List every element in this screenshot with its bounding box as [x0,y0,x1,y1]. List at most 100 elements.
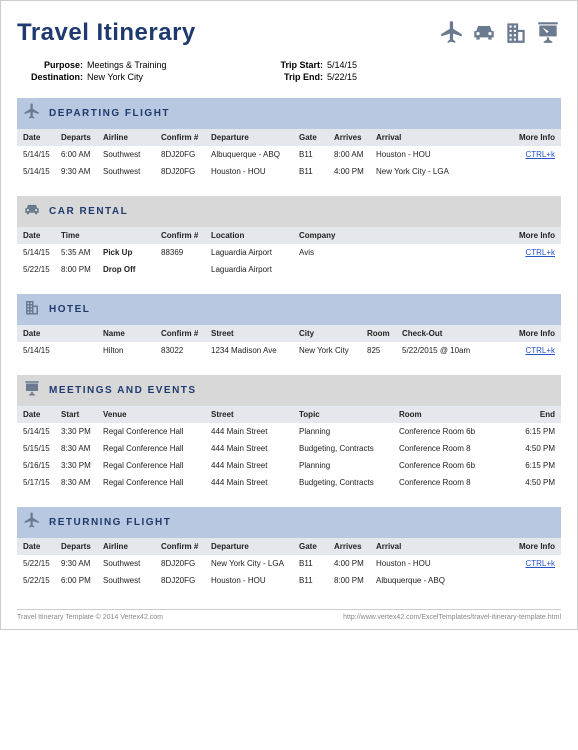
col: Gate [299,542,334,551]
cell: 444 Main Street [211,461,299,470]
col: Arrives [334,542,376,551]
section-title: CAR RENTAL [49,206,128,217]
trip-start-value: 5/14/15 [327,60,357,70]
cell: Planning [299,427,399,436]
plane-icon [439,19,465,50]
cell [299,265,474,274]
trip-start-label: Trip Start: [267,60,327,70]
section-header: MEETINGS AND EVENTS [17,375,561,406]
col: Name [103,329,161,338]
col: Departure [211,133,299,142]
footer-left: Travel Itinerary Template © 2014 Vertex4… [17,614,163,621]
col: Airline [103,542,161,551]
section-title: DEPARTING FLIGHT [49,108,170,119]
col: Date [23,231,61,240]
purpose-label: Purpose: [17,60,87,70]
more-info-link[interactable] [476,576,555,585]
section-title: HOTEL [49,304,90,315]
cell: Albuquerque - ABQ [211,150,299,159]
cell: Conference Room 8 [399,478,509,487]
cell: Conference Room 6b [399,427,509,436]
cell: Houston - HOU [376,150,476,159]
more-info-link[interactable] [476,167,555,176]
cell: Southwest [103,150,161,159]
cell: 825 [367,346,402,355]
col: City [299,329,367,338]
table-row: 5/14/15 5:35 AM Pick Up 88369 Laguardia … [17,244,561,261]
section-header: RETURNING FLIGHT [17,507,561,538]
section-title: RETURNING FLIGHT [49,517,171,528]
col: Departs [61,133,103,142]
presentation-icon [535,19,561,50]
cell: 9:30 AM [61,559,103,568]
cell: Avis [299,248,474,257]
trip-end-value: 5/22/15 [327,72,357,82]
cell: 444 Main Street [211,478,299,487]
table-row: 5/22/15 6:00 PM Southwest 8DJ20FG Housto… [17,572,561,589]
meta-block: Purpose: Meetings & Training Trip Start:… [17,60,561,82]
footer-right: http://www.vertex42.com/ExcelTemplates/t… [343,614,561,621]
column-headers: Date Start Venue Street Topic Room End [17,406,561,423]
cell: 6:00 AM [61,150,103,159]
cell: Laguardia Airport [211,248,299,257]
cell: 8DJ20FG [161,559,211,568]
cell [61,346,103,355]
section-title: MEETINGS AND EVENTS [49,385,197,396]
cell: B11 [299,559,334,568]
cell: 5/22/15 [23,559,61,568]
cell: Regal Conference Hall [103,461,211,470]
col: Arrives [334,133,376,142]
col: Date [23,329,61,338]
cell: 5/17/15 [23,478,61,487]
cell: 8:00 AM [334,150,376,159]
cell: B11 [299,167,334,176]
cell: 5/14/15 [23,427,61,436]
cell: 4:50 PM [509,444,555,453]
cell: Budgeting, Contracts [299,478,399,487]
table-row: 5/17/15 8:30 AM Regal Conference Hall 44… [17,474,561,491]
more-info-link[interactable]: CTRL+k [476,559,555,568]
cell: Southwest [103,167,161,176]
col: More Info [482,329,555,338]
more-info-link[interactable] [474,265,555,274]
header-icons [439,19,561,50]
cell: 8:30 AM [61,444,103,453]
col: Departs [61,542,103,551]
col: Date [23,133,61,142]
cell: Regal Conference Hall [103,478,211,487]
section-header: DEPARTING FLIGHT [17,98,561,129]
destination-value: New York City [87,72,143,82]
col: Street [211,410,299,419]
more-info-link[interactable]: CTRL+k [474,248,555,257]
cell: 88369 [161,248,211,257]
col: Confirm # [161,133,211,142]
col: Arrival [376,542,476,551]
cell: Houston - HOU [211,576,299,585]
cell: 5/22/15 [23,265,61,274]
cell: 5:35 AM [61,248,103,257]
cell: 5/14/15 [23,167,61,176]
col [61,329,103,338]
col: More Info [476,542,555,551]
cell: 5/22/15 [23,576,61,585]
cell: 4:50 PM [509,478,555,487]
cell: 8DJ20FG [161,576,211,585]
table-row: 5/22/15 8:00 PM Drop Off Laguardia Airpo… [17,261,561,278]
cell: 9:30 AM [61,167,103,176]
cell: New York City - LGA [376,167,476,176]
more-info-link[interactable]: CTRL+k [482,346,555,355]
purpose-value: Meetings & Training [87,60,167,70]
cell: 3:30 PM [61,461,103,470]
cell [161,265,211,274]
cell: 444 Main Street [211,444,299,453]
col: Location [211,231,299,240]
col: Start [61,410,103,419]
cell: Houston - HOU [376,559,476,568]
cell: 83022 [161,346,211,355]
cell: 8:30 AM [61,478,103,487]
page-title: Travel Itinerary [17,19,196,47]
cell: Southwest [103,576,161,585]
cell: 5/16/15 [23,461,61,470]
cell: 5/22/2015 @ 10am [402,346,482,355]
more-info-link[interactable]: CTRL+k [476,150,555,159]
